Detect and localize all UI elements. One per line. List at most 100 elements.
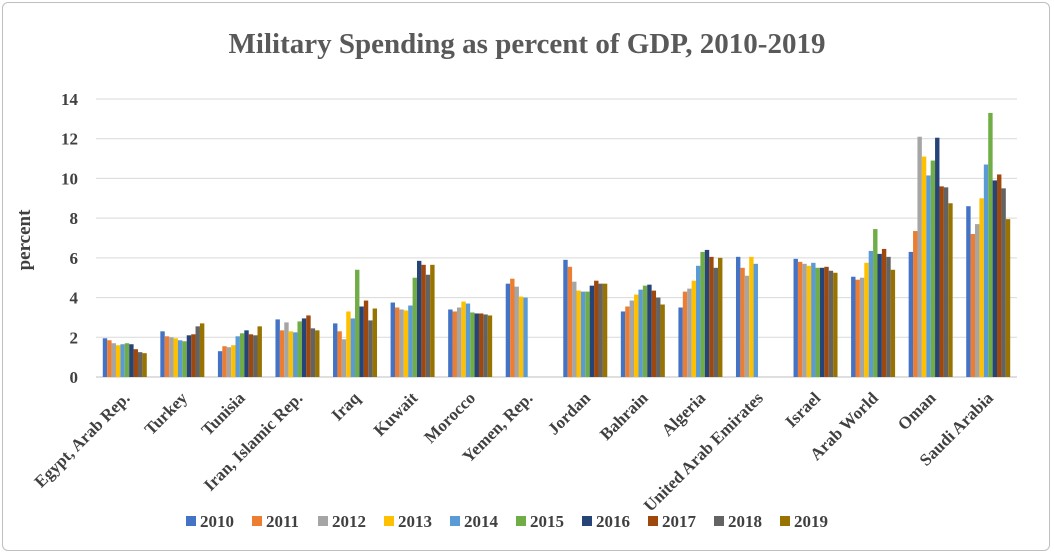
bar (416, 260, 422, 377)
bar (107, 340, 112, 377)
legend-swatch (384, 516, 394, 526)
legend-label: 2016 (596, 512, 630, 531)
bar (284, 322, 289, 377)
bar (868, 250, 874, 377)
bar (456, 307, 462, 377)
legend-swatch (714, 516, 724, 526)
bar (749, 256, 754, 377)
bar (363, 300, 369, 377)
bar (448, 309, 453, 377)
bar (461, 301, 466, 377)
bar (306, 315, 311, 377)
bar (718, 257, 723, 377)
legend-label: 2010 (200, 512, 234, 531)
bar (975, 224, 980, 377)
bar (873, 229, 878, 377)
bar (408, 305, 413, 377)
bar (638, 289, 643, 377)
bar (735, 256, 741, 377)
bar (890, 269, 896, 377)
bar (908, 251, 914, 377)
bar (678, 307, 683, 377)
bar (594, 280, 599, 377)
bar (142, 353, 147, 377)
legend-swatch (318, 516, 328, 526)
x-tick-label: Israel (782, 388, 825, 431)
bar (310, 328, 316, 377)
bar (279, 330, 285, 377)
bar (811, 262, 816, 377)
bar (744, 275, 750, 377)
bar (709, 256, 714, 377)
bar (983, 164, 989, 377)
bar (943, 187, 949, 377)
bar (851, 276, 856, 377)
bar (186, 335, 192, 377)
bar (333, 323, 338, 377)
bar (713, 267, 719, 377)
bar (660, 304, 665, 377)
bar (625, 306, 630, 377)
bar (939, 186, 944, 377)
legend: 2010 2011 2012 2013 2014 2015 2016 2017 2018 2019 (186, 512, 828, 531)
bar (487, 315, 493, 377)
legend-swatch (252, 516, 262, 526)
bar (111, 343, 116, 377)
bar (518, 296, 524, 377)
bar (394, 307, 400, 377)
bar (629, 300, 635, 377)
bar (970, 234, 976, 377)
legend-swatch (780, 516, 790, 526)
bar (948, 203, 953, 377)
legend-label: 2018 (728, 512, 762, 531)
bar (864, 262, 869, 377)
bar (855, 279, 860, 377)
bar (226, 347, 232, 377)
legend-label: 2011 (266, 512, 299, 531)
bar (195, 326, 200, 377)
bar (576, 290, 581, 377)
x-tick-label: Turkey (141, 388, 192, 439)
bar (239, 333, 245, 377)
bar (275, 319, 280, 377)
bar (877, 253, 882, 377)
bar (828, 270, 834, 377)
bar (567, 266, 573, 377)
bar (505, 283, 511, 377)
bar (257, 326, 262, 377)
bar (988, 112, 993, 378)
bar (160, 331, 165, 377)
bar (248, 334, 254, 377)
y-tick-label: 10 (61, 169, 78, 188)
bar (452, 311, 457, 377)
bar (563, 259, 568, 377)
legend-swatch (516, 516, 526, 526)
y-tick-label: 2 (70, 328, 79, 347)
bar (129, 344, 134, 377)
bar (372, 308, 378, 377)
bar (102, 338, 108, 377)
bar (704, 249, 710, 377)
bar (651, 290, 657, 377)
bars (102, 112, 1011, 378)
legend-label: 2017 (662, 512, 697, 531)
bar (483, 314, 488, 377)
bar (514, 286, 519, 377)
bar (297, 321, 302, 377)
bar (585, 291, 590, 377)
bar (421, 264, 426, 377)
bar (199, 323, 205, 377)
bar (647, 284, 652, 377)
legend-label: 2014 (464, 512, 499, 531)
bar (510, 278, 515, 377)
x-tick-label: Morocco (420, 388, 479, 447)
x-tick-label: Kuwait (370, 388, 422, 440)
bar (642, 285, 648, 377)
bar (997, 174, 1002, 377)
y-tick-label: 8 (70, 209, 79, 228)
x-tick-label: Bahrain (596, 388, 652, 444)
bar (979, 198, 984, 377)
legend-swatch (582, 516, 592, 526)
bar (315, 330, 320, 377)
